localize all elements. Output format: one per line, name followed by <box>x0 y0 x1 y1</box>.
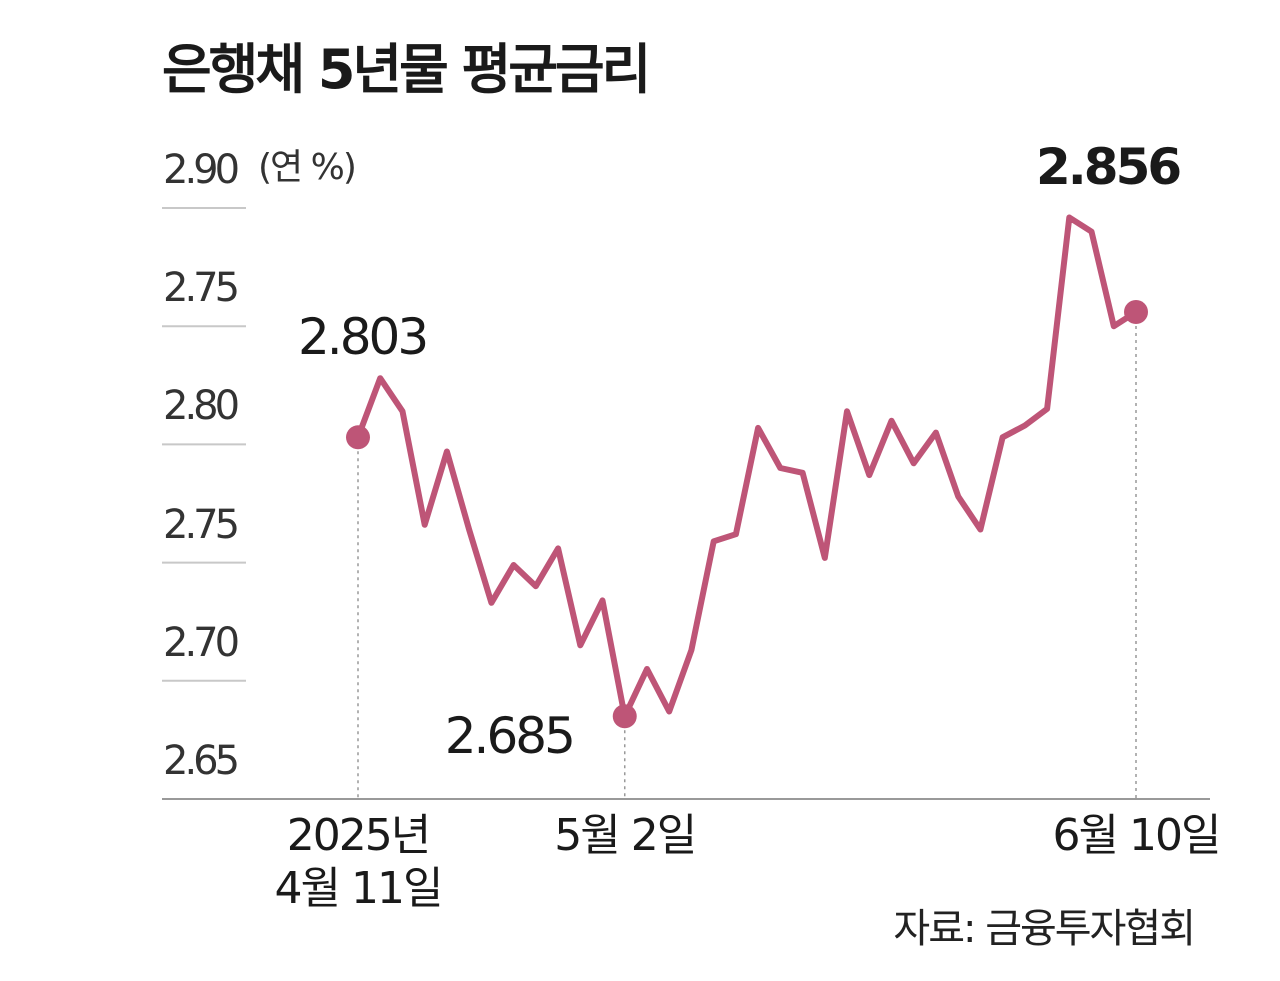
x-tick-label: 2025년 4월 11일 <box>274 810 444 914</box>
chart-title: 은행채 5년물 평균금리 <box>162 38 651 101</box>
y-tick-label: 2.70 <box>163 619 240 666</box>
x-tick-label: 6월 10일 <box>1052 810 1222 861</box>
value-label: 2.685 <box>444 707 576 766</box>
line <box>355 214 1138 720</box>
point <box>346 425 370 450</box>
point <box>612 704 637 729</box>
y-tick-label: 2.90 <box>163 147 240 193</box>
x-tick-label: 5월 2일 <box>554 810 697 861</box>
y-tick-label: 2.75 <box>163 265 240 312</box>
source: 자료: 금융투자협회 <box>893 906 1196 952</box>
value-label: 2.803 <box>298 308 429 367</box>
value-label: 2.856 <box>1036 138 1182 197</box>
y-tick-label: 2.65 <box>163 738 240 784</box>
y-unit: (연 %) <box>258 147 357 188</box>
point <box>1124 300 1148 325</box>
y-tick-label: 2.80 <box>163 383 240 430</box>
y-tick-label: 2.75 <box>163 501 240 548</box>
